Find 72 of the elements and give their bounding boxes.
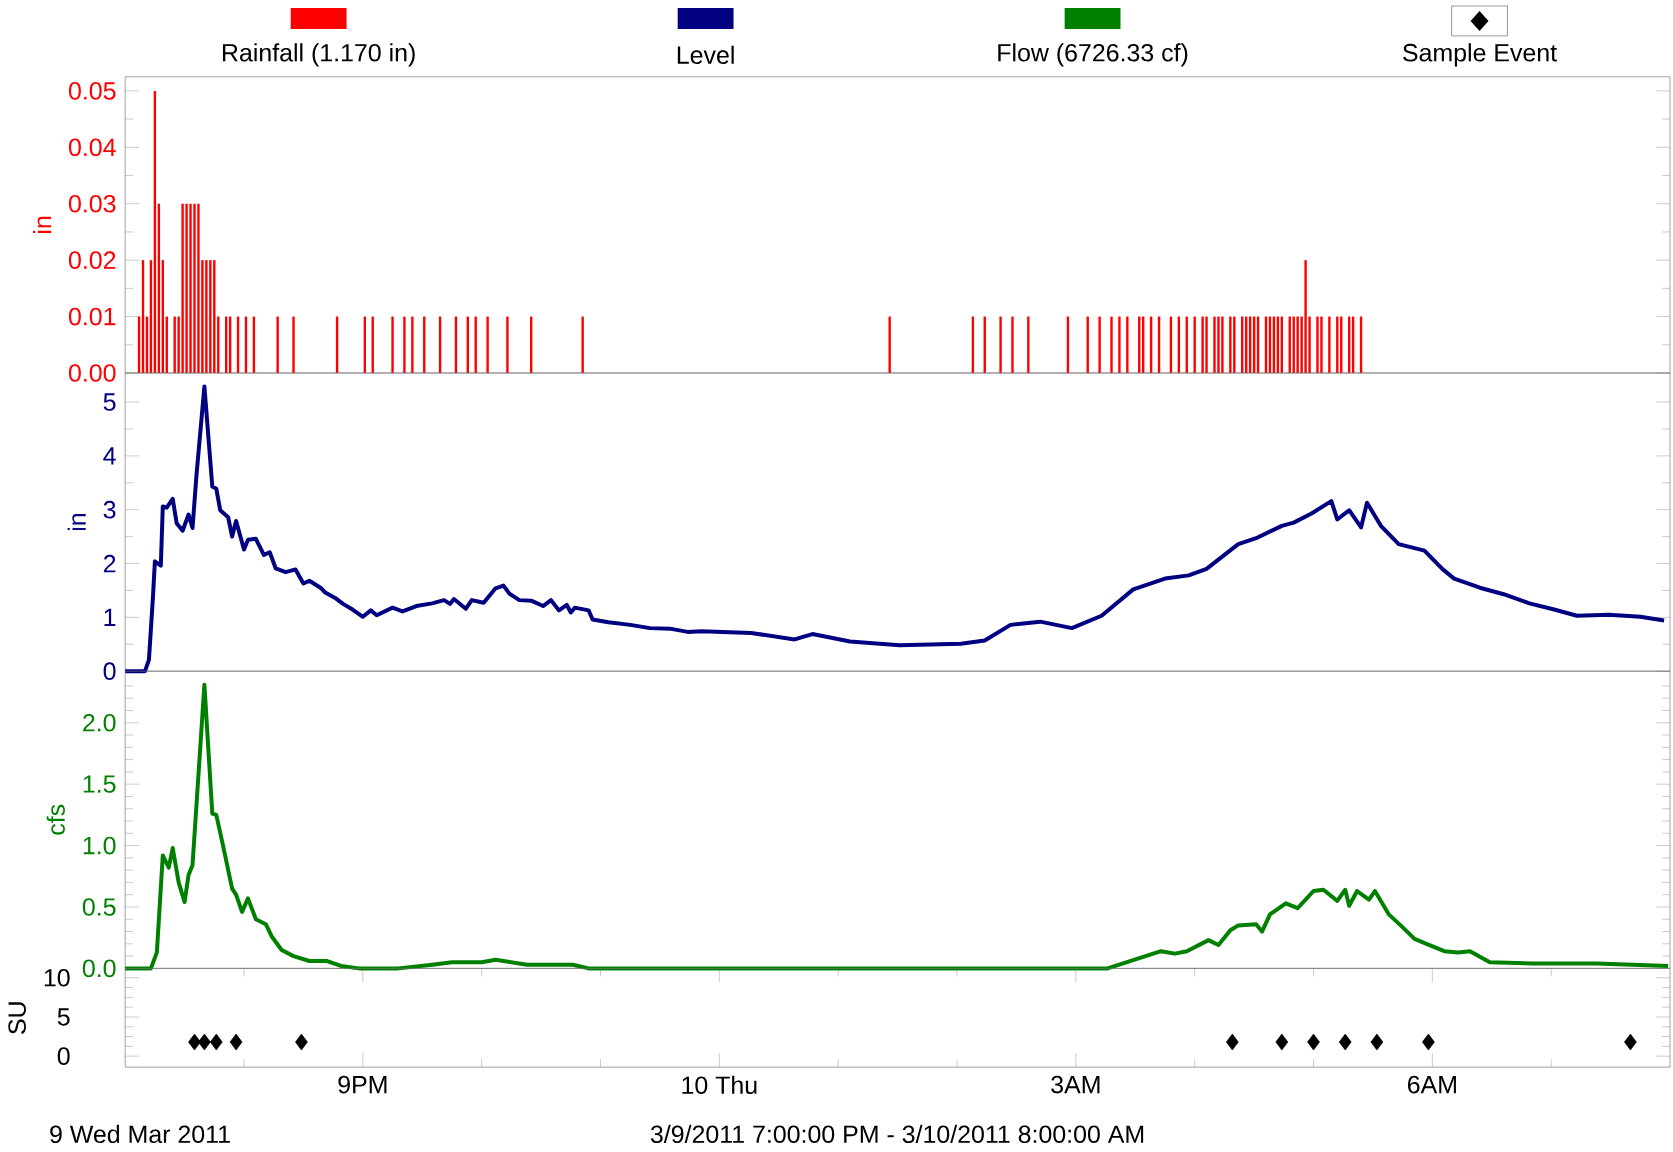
y-tick-label: 0 <box>57 1047 70 1066</box>
x-tick-label: 3AM <box>1051 1075 1100 1094</box>
bar <box>181 203 184 374</box>
bar <box>185 203 188 374</box>
y-tick-label: 5 <box>103 393 116 411</box>
x-tick-label: 6AM <box>1408 1075 1456 1094</box>
y-axis-title: cfs <box>46 804 65 835</box>
bar <box>1098 316 1101 374</box>
bar <box>1193 316 1196 374</box>
text: 3/9/2011 7:00:00 PM - 3/10/2011 8:00:00 AM <box>650 1124 1144 1144</box>
bar <box>292 316 295 374</box>
y-tick-label: 0.05 <box>68 82 116 100</box>
bar <box>193 203 196 374</box>
y-axis-title: SU <box>8 1002 26 1034</box>
bar <box>403 316 406 374</box>
bar <box>1328 316 1331 374</box>
bar <box>1027 316 1030 374</box>
y-tick-label: 1.0 <box>83 836 116 855</box>
bar <box>391 316 394 374</box>
text: 9 Wed Mar 2011 <box>50 1124 230 1144</box>
bar <box>189 203 192 374</box>
bar <box>1011 316 1014 374</box>
bar <box>276 316 279 374</box>
bar <box>506 316 509 374</box>
y-tick-label: 1.5 <box>83 775 116 793</box>
bar <box>1205 316 1208 374</box>
x-tick-label: 9PM <box>338 1075 387 1094</box>
y-tick-label: 2 <box>103 554 116 573</box>
bar <box>205 260 208 374</box>
y-tick-label: 0.04 <box>68 138 116 157</box>
bar <box>1221 316 1224 374</box>
legend-label: Sample Event <box>1403 43 1557 67</box>
bar <box>1110 316 1113 374</box>
x-tick-label: 10 Thu <box>682 1075 757 1095</box>
bar <box>486 316 489 374</box>
legend-label: Level <box>677 45 734 65</box>
bar <box>888 316 891 374</box>
bar <box>209 260 212 374</box>
bar <box>581 316 584 374</box>
bar <box>411 316 414 374</box>
y-tick-label: 4 <box>103 447 116 465</box>
bar <box>1126 316 1129 374</box>
legend-label: Flow (6726.33 cf) <box>998 43 1188 67</box>
y-tick-label: 0.00 <box>68 364 116 382</box>
y-tick-label: 0.03 <box>68 194 116 213</box>
y-tick-label: 3 <box>103 500 116 519</box>
bar <box>1213 316 1216 374</box>
bar <box>197 203 200 374</box>
bar <box>1201 316 1204 374</box>
y-axis-title: in <box>67 514 86 531</box>
bar <box>173 316 176 374</box>
bar <box>1316 316 1319 374</box>
y-tick-label: 1 <box>104 608 116 626</box>
legend-label: Rainfall (1.170 in) <box>222 43 415 67</box>
y-tick-label: 0 <box>103 662 116 681</box>
bar <box>1118 316 1121 374</box>
bar <box>1304 260 1307 374</box>
bar <box>1320 316 1323 374</box>
y-tick-label: 0.0 <box>82 959 116 978</box>
y-tick-label: 0.5 <box>82 898 116 916</box>
y-tick-label: 5 <box>57 1008 70 1026</box>
line-series <box>123 384 1667 674</box>
bar <box>999 316 1002 374</box>
y-tick-label: 0.01 <box>68 307 116 326</box>
line-series <box>123 682 1671 971</box>
bar <box>1229 316 1232 374</box>
bar <box>1296 316 1299 374</box>
bar <box>1217 316 1220 374</box>
y-tick-label: 0.02 <box>68 251 116 270</box>
y-axis-title: in <box>32 216 52 233</box>
y-tick-label: 10 <box>44 969 70 987</box>
y-tick-label: 2.0 <box>83 713 116 732</box>
